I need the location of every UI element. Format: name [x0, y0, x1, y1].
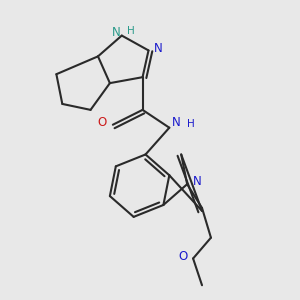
Text: O: O: [97, 116, 106, 129]
Text: H: H: [187, 119, 195, 129]
Text: N: N: [172, 116, 181, 129]
Text: N: N: [154, 42, 162, 55]
Text: N: N: [193, 175, 202, 188]
Text: O: O: [179, 250, 188, 263]
Text: H: H: [128, 26, 135, 35]
Text: N: N: [112, 26, 121, 38]
